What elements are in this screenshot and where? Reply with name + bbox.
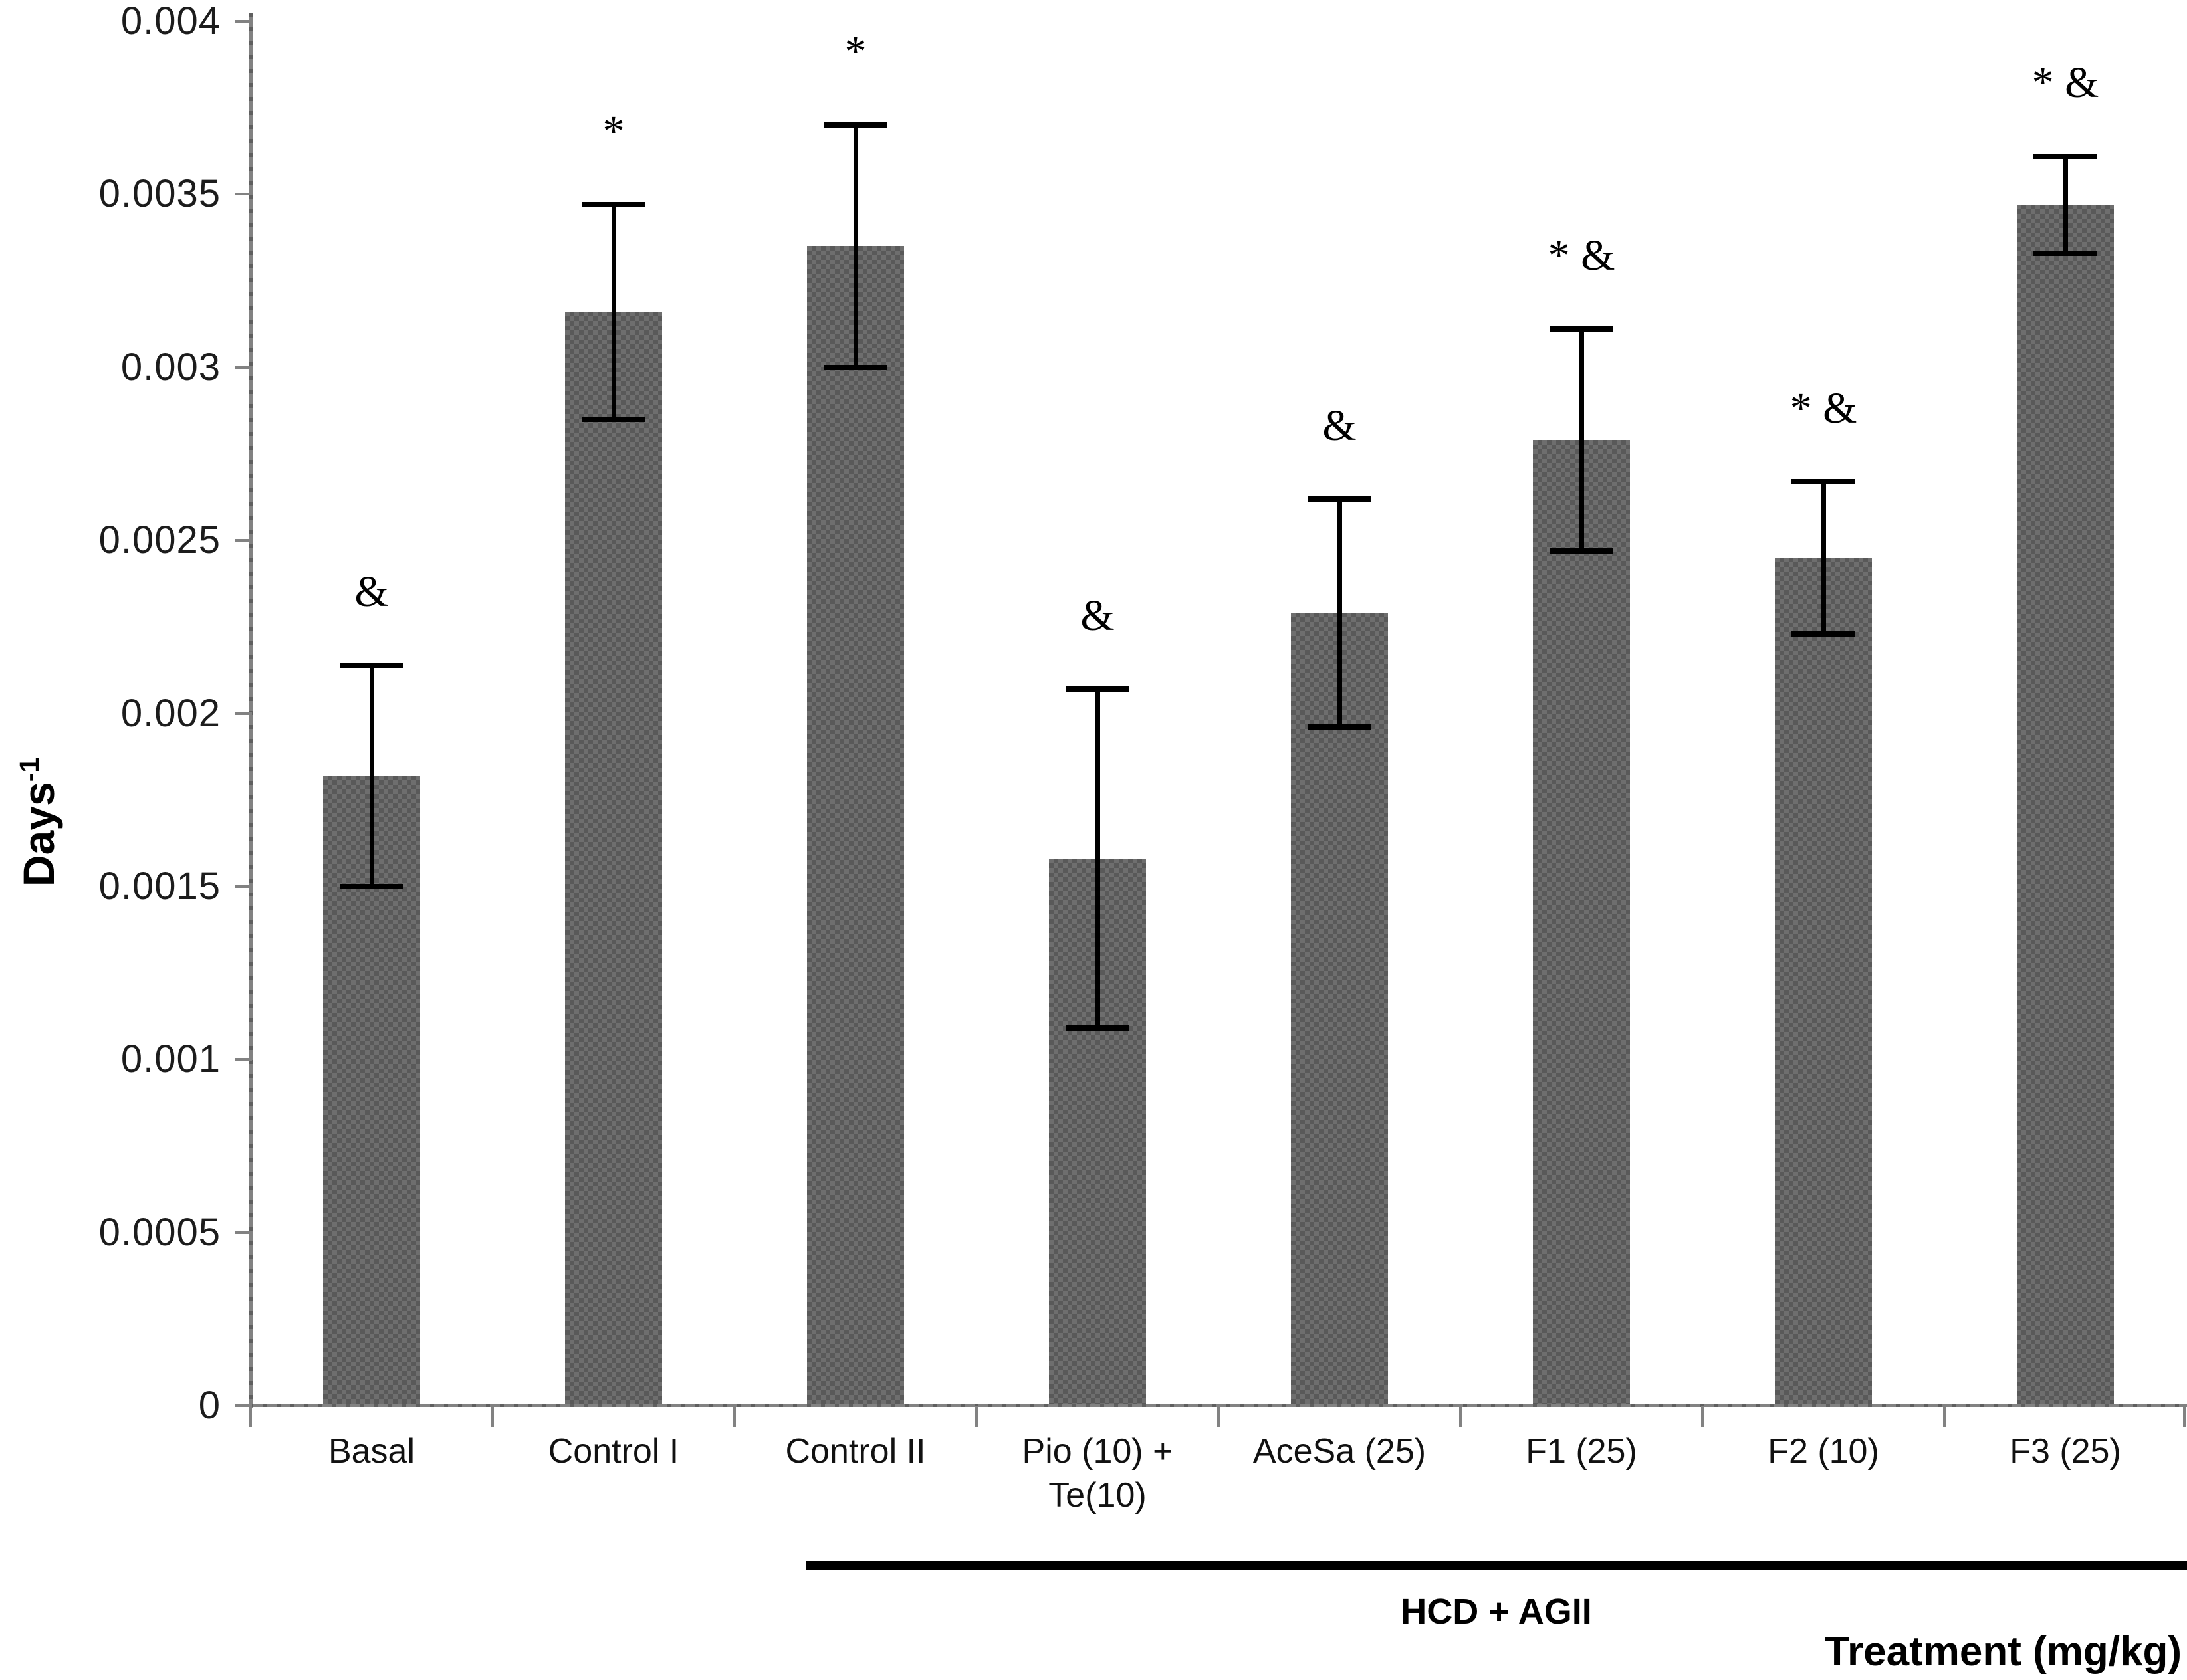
error-bar-line: [612, 204, 616, 419]
category-label-line: Pio (10) +: [1022, 1432, 1173, 1471]
x-axis-line: [235, 1404, 2187, 1407]
significance-marker: &: [354, 567, 389, 616]
x-axis-category-tick: [1701, 1406, 1704, 1427]
y-tick-label: 0.0005: [98, 1210, 221, 1254]
error-bar-bottom-cap: [1550, 548, 1613, 554]
error-bar-bottom-cap: [824, 364, 887, 370]
error-bar-line: [1821, 481, 1826, 634]
y-axis-major-tick: [235, 1404, 252, 1407]
group-annotation-line: [806, 1561, 2187, 1570]
error-bar-bottom-cap: [582, 416, 645, 422]
x-axis-category-tick: [249, 1406, 252, 1427]
y-tick-label: 0: [198, 1384, 221, 1427]
category-label-line: Basal: [328, 1432, 415, 1471]
category-label-line: Control I: [548, 1432, 679, 1471]
category-label: Pio (10) + Te(10): [977, 1429, 1218, 1517]
category-label-line: F3 (25): [2010, 1432, 2121, 1471]
category-label-line: F1 (25): [1526, 1432, 1637, 1471]
bar: [1775, 558, 1872, 1404]
bar: [1291, 613, 1388, 1404]
error-bar-top-cap: [340, 662, 403, 668]
y-tick-label: 0.0015: [98, 864, 221, 908]
x-axis-title: Treatment (mg/kg): [1824, 1629, 2182, 1675]
x-axis-category-tick: [1459, 1406, 1462, 1427]
error-bar-line: [370, 665, 374, 887]
error-bar-line: [1579, 329, 1584, 551]
error-bar-top-cap: [582, 201, 645, 207]
bar: [565, 312, 662, 1404]
error-bar-top-cap: [1550, 326, 1613, 332]
y-axis-major-tick: [235, 712, 252, 715]
bar: [1533, 440, 1630, 1404]
bar: [807, 246, 904, 1404]
category-label: F2 (10): [1702, 1429, 1944, 1473]
y-tick-label: 0.001: [120, 1037, 221, 1081]
y-tick-label: 0.0035: [98, 172, 221, 216]
y-axis-major-tick: [235, 1058, 252, 1061]
error-bar-bottom-cap: [1791, 631, 1855, 637]
error-bar-line: [2063, 156, 2068, 253]
category-label: AceSa (25): [1218, 1429, 1460, 1473]
y-axis-title-superscript: -1: [14, 757, 45, 782]
category-label-line: F2 (10): [1768, 1432, 1879, 1471]
significance-marker: &: [1080, 591, 1115, 641]
x-axis-category-tick: [1217, 1406, 1220, 1427]
significance-marker: *: [844, 27, 867, 76]
significance-marker: * &: [1789, 383, 1857, 433]
category-label: Control I: [493, 1429, 735, 1473]
x-axis-category-tick: [975, 1406, 978, 1427]
significance-marker: * &: [2031, 58, 2099, 108]
error-bar-line: [854, 125, 858, 368]
bar: [1049, 859, 1146, 1404]
significance-marker: *: [602, 106, 625, 156]
y-axis-major-tick: [235, 1231, 252, 1234]
category-label-line: Te(10): [1048, 1476, 1147, 1515]
y-tick-label: 0.004: [120, 0, 221, 43]
x-axis-category-tick: [1943, 1406, 1946, 1427]
category-label-line: Control II: [785, 1432, 926, 1471]
y-axis-major-tick: [235, 539, 252, 542]
y-axis-major-tick: [235, 20, 252, 23]
error-bar-line: [1337, 498, 1342, 728]
y-axis-major-tick: [235, 193, 252, 196]
error-bar-bottom-cap: [340, 883, 403, 889]
x-axis-category-tick: [491, 1406, 494, 1427]
error-bar-top-cap: [1308, 496, 1371, 502]
y-tick-label: 0.002: [120, 691, 221, 735]
y-axis-major-tick: [235, 885, 252, 888]
category-label: Control II: [735, 1429, 977, 1473]
error-bar-top-cap: [1791, 478, 1855, 484]
x-axis-category-tick: [733, 1406, 736, 1427]
error-bar-top-cap: [2033, 154, 2097, 159]
error-bar-top-cap: [1066, 686, 1129, 692]
bar: [2017, 204, 2114, 1404]
error-bar-top-cap: [824, 122, 887, 128]
category-label: F3 (25): [1944, 1429, 2186, 1473]
error-bar-bottom-cap: [2033, 250, 2097, 256]
category-label: F1 (25): [1460, 1429, 1702, 1473]
y-tick-label: 0.003: [120, 345, 221, 389]
error-bar-bottom-cap: [1066, 1025, 1129, 1031]
y-tick-label: 0.0025: [98, 518, 221, 562]
x-axis-category-tick: [2183, 1406, 2186, 1427]
significance-marker: &: [1322, 401, 1357, 450]
error-bar-bottom-cap: [1308, 724, 1371, 730]
significance-marker: * &: [1548, 231, 1615, 280]
category-label-line: AceSa (25): [1252, 1432, 1427, 1471]
y-axis-line: [249, 13, 253, 1408]
error-bar-line: [1095, 689, 1100, 1029]
category-label: Basal: [251, 1429, 493, 1473]
y-axis-major-tick: [235, 366, 252, 369]
group-annotation-label: HCD + AGII: [1401, 1592, 1592, 1631]
